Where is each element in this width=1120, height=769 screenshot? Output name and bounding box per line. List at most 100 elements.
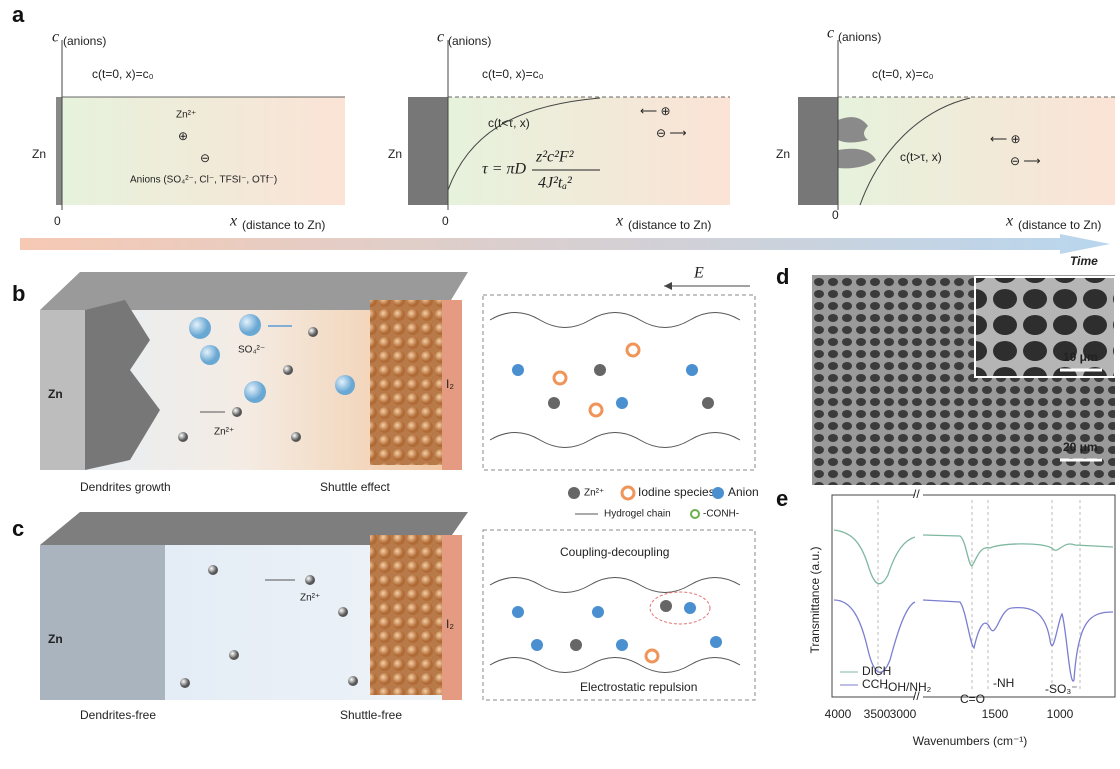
panel-label: c xyxy=(12,516,24,541)
legend-label: Anion xyxy=(728,485,759,499)
coupling-ring xyxy=(650,592,710,624)
anion-ion xyxy=(616,639,628,651)
legend-swatch xyxy=(622,487,634,499)
cation-label: Zn²⁺ xyxy=(214,427,234,438)
cation-sphere xyxy=(338,607,348,617)
region xyxy=(447,97,730,205)
equation-numerator: z²c²F² xyxy=(535,149,575,166)
origin: 0 xyxy=(442,214,449,228)
cation-sphere xyxy=(348,676,358,686)
legend-swatch xyxy=(691,510,699,518)
origin: 0 xyxy=(54,214,61,228)
cation-sphere xyxy=(308,327,318,337)
cation-sphere xyxy=(208,565,218,575)
iodine-layer xyxy=(370,535,442,695)
axis-break xyxy=(915,490,923,702)
peak-label: C=O xyxy=(960,692,985,706)
x-axis-sub: (distance to Zn) xyxy=(628,218,711,232)
anion-ion xyxy=(710,636,722,648)
electrode-label: Zn xyxy=(388,147,402,161)
y-axis-label: c xyxy=(827,25,834,42)
x-tick-label: 4000 xyxy=(825,707,852,721)
legend-label: CCH xyxy=(862,677,888,691)
page: {"panel_a":{"label":"a","steps":[ {"y_ax… xyxy=(0,0,1120,769)
anion-symbol: ⊖ xyxy=(200,151,210,165)
equation-lhs: τ = πD xyxy=(482,161,527,178)
anion-arrow: ⊖ ⟶ xyxy=(656,126,687,140)
peak-guides xyxy=(878,500,1080,690)
profile-label: c(t<τ, x) xyxy=(488,116,530,130)
time-label: Time xyxy=(1070,254,1098,268)
cation-ion xyxy=(594,364,606,376)
anion-sphere xyxy=(244,381,266,403)
anion-ion xyxy=(616,397,628,409)
x-axis-label: Wavenumbers (cm⁻¹) xyxy=(913,734,1028,748)
cation-sphere xyxy=(283,365,293,375)
anions-label: Anions (SO₄²⁻, Cl⁻, TFSI⁻, OTf⁻) xyxy=(130,175,277,186)
scale-label: 20 μm xyxy=(1063,440,1098,454)
anion-ion xyxy=(684,602,696,614)
scale-label: 10 μm xyxy=(1063,350,1098,364)
x-axis-label: x xyxy=(1005,213,1013,230)
cation-ion xyxy=(702,397,714,409)
caption: Shuttle-free xyxy=(340,708,402,722)
anion-ion xyxy=(592,606,604,618)
y-axis-sub: (anions) xyxy=(838,30,881,44)
cation-arrow: ⟵ ⊕ xyxy=(990,132,1021,146)
caption: Dendrites growth xyxy=(80,480,171,494)
repulsion-label: Electrostatic repulsion xyxy=(580,680,697,694)
cation-sphere xyxy=(305,575,315,585)
hydrogel-chain xyxy=(490,313,740,328)
cation-ion xyxy=(660,600,672,612)
iodine-ion xyxy=(627,344,639,356)
cathode-label: I₂ xyxy=(446,617,454,631)
figure: a c (anions) c(t=0, x)=c₀ Zn 0 x (distan… xyxy=(0,0,1120,769)
origin: 0 xyxy=(832,208,839,222)
x-axis-sub: (distance to Zn) xyxy=(242,218,325,232)
legend-label: DICH xyxy=(862,664,891,678)
profile-label: c(t>τ, x) xyxy=(900,150,942,164)
panel-b-zoom: E xyxy=(483,265,755,470)
anion-ion xyxy=(686,364,698,376)
anion-ion xyxy=(531,639,543,651)
hydrogel-chain xyxy=(490,433,740,448)
panel-label: e xyxy=(776,486,788,511)
cation-arrow: ⟵ ⊕ xyxy=(640,104,671,118)
cation-label: Zn²⁺ xyxy=(300,593,320,604)
electrode xyxy=(56,97,62,205)
caption: Shuttle effect xyxy=(320,480,390,494)
electrode-label: Zn xyxy=(48,632,63,646)
cation-ion xyxy=(570,639,582,651)
anion-sphere xyxy=(239,314,261,336)
y-axis-label: c xyxy=(437,29,444,46)
iodine-ion xyxy=(646,650,658,662)
cation-label: Zn²⁺ xyxy=(176,110,196,121)
time-arrow xyxy=(20,234,1110,254)
cation-sphere xyxy=(229,650,239,660)
legend-swatch xyxy=(712,487,724,499)
field-label: E xyxy=(693,265,704,282)
x-tick-label: 1000 xyxy=(1047,707,1074,721)
y-axis-sub: (anions) xyxy=(63,34,106,48)
caption: Dendrites-free xyxy=(80,708,156,722)
legend-label: Iodine species xyxy=(638,485,715,499)
initial-condition: c(t=0, x)=c₀ xyxy=(482,67,544,81)
iodine-ion xyxy=(590,404,602,416)
anion-sphere xyxy=(200,345,220,365)
cathode-label: I₂ xyxy=(446,377,454,391)
panel-label: d xyxy=(776,264,789,289)
spectrum-dich xyxy=(834,530,1113,584)
legend-label: -CONH- xyxy=(703,509,739,520)
anion-arrow: ⊖ ⟶ xyxy=(1010,154,1041,168)
legend-label: Zn²⁺ xyxy=(584,488,604,499)
cation-sphere xyxy=(180,678,190,688)
ftir-plot: Transmittance (a.u.) Wavenumbers (cm⁻¹) … xyxy=(808,487,1115,748)
y-axis-label: Transmittance (a.u.) xyxy=(808,547,822,654)
cation-sphere xyxy=(291,432,301,442)
anion-sphere xyxy=(189,317,211,339)
cation-sphere xyxy=(232,407,242,417)
region xyxy=(838,97,1115,205)
panel-c-cell: Zn Zn²⁺ I₂ Dendrites-free Shuttle-free xyxy=(40,512,468,722)
panel-a-step-1: c (anions) c(t=0, x)=c₀ Zn 0 x (distance… xyxy=(32,29,345,233)
break-mark: // xyxy=(913,487,920,501)
